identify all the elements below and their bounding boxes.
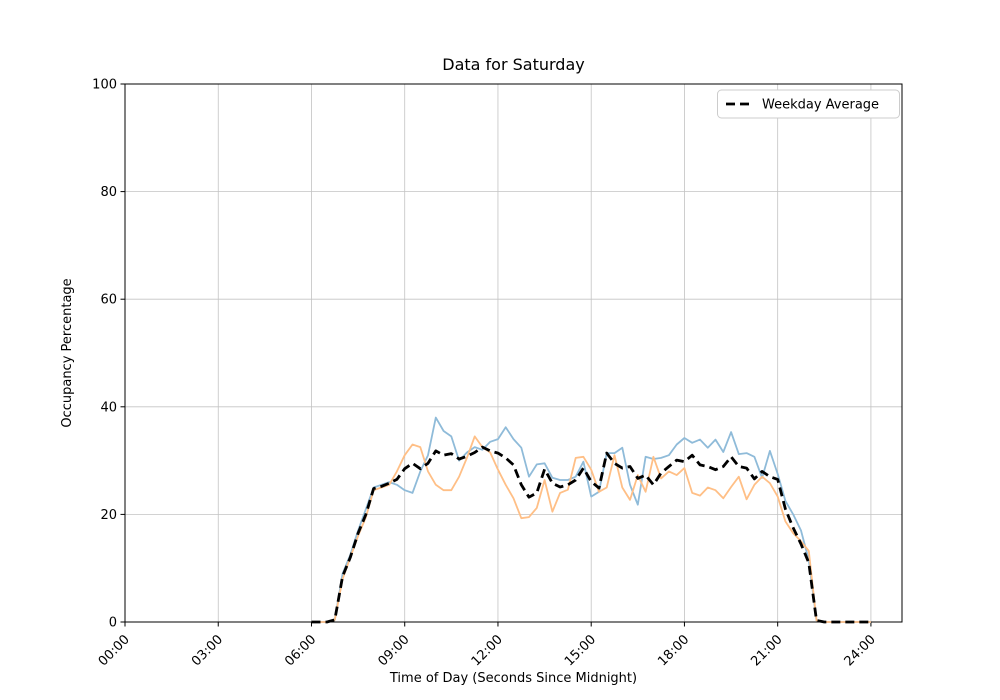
legend-box (717, 89, 900, 119)
x-tick-label: 00:00 (96, 632, 133, 669)
x-tick-label: 18:00 (655, 632, 692, 669)
plot-area: 00:00 03:00 06:00 09:00 12:00 15:00 18:00 21:00… (92, 78, 903, 669)
x-tick-label: 06:00 (282, 632, 319, 669)
series-saturday-line-2 (311, 435, 871, 623)
y-tick-label: 80 (100, 185, 117, 200)
y-tick-label: 100 (92, 78, 117, 93)
series-saturday-line-1 (311, 416, 871, 623)
x-tick-label: 12:00 (469, 632, 506, 669)
x-tick-label: 24:00 (842, 632, 879, 669)
y-tick-label: 20 (100, 508, 117, 523)
x-tick-label: 09:00 (375, 632, 412, 669)
x-tick-label: 15:00 (562, 632, 599, 669)
x-axis-label: Time of Day (Seconds Since Midnight) (389, 671, 637, 686)
y-tick-label: 40 (100, 400, 117, 415)
chart-title: Data for Saturday (442, 55, 584, 74)
y-tick-label: 60 (100, 293, 117, 308)
y-tick-label: 0 (109, 616, 117, 631)
x-tick-label: 21:00 (748, 632, 785, 669)
axes-frame (124, 83, 903, 623)
x-tick-label: 03:00 (189, 632, 226, 669)
legend-label: Weekday Average (762, 98, 879, 113)
legend: Weekday Average (717, 89, 900, 119)
y-axis-label: Occupancy Percentage (60, 278, 75, 427)
series-weekday-average (311, 445, 871, 624)
